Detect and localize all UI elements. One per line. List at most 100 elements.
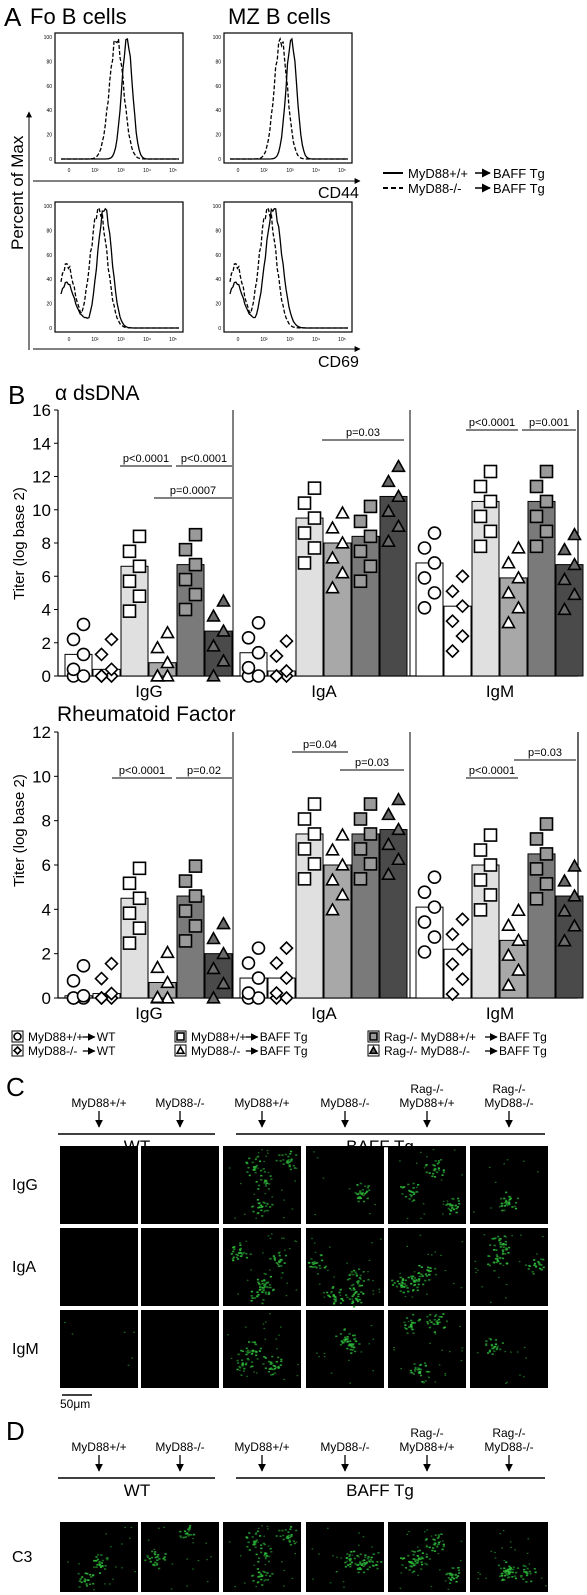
- fluorescence-speck: [522, 1564, 525, 1567]
- data-point: [104, 662, 119, 677]
- data-point: [557, 873, 572, 887]
- fluorescence-speck: [154, 1551, 157, 1553]
- data-point: [455, 569, 470, 584]
- histogram-y-tick: 100: [44, 35, 53, 41]
- fluorescence-speck: [282, 1163, 285, 1165]
- fluorescence-speck: [474, 1260, 477, 1262]
- data-point: [455, 912, 470, 927]
- fluorescence-speck: [424, 1165, 427, 1167]
- fluorescence-speck: [419, 1234, 422, 1236]
- fluorescence-speck: [270, 1361, 273, 1364]
- fluorescence-speck: [412, 1564, 415, 1567]
- fluorescence-speck: [403, 1283, 406, 1285]
- legend-target: WT: [97, 1044, 116, 1058]
- fluorescence-speck: [503, 1197, 506, 1200]
- fluorescence-speck: [333, 1295, 337, 1298]
- fluorescence-speck: [455, 1211, 458, 1214]
- fluorescence-speck: [520, 1575, 523, 1577]
- data-point: [178, 874, 193, 888]
- data-point: [160, 974, 175, 989]
- fluorescence-speck: [477, 1269, 479, 1271]
- fluorescence-speck: [432, 1169, 435, 1171]
- fluorescence-speck: [205, 1542, 207, 1544]
- fluorescence-speck: [410, 1276, 413, 1279]
- fluorescence-speck: [263, 1554, 266, 1557]
- data-point: [307, 481, 322, 495]
- fluorescence-speck: [264, 1183, 268, 1186]
- fluorescence-speck: [94, 1560, 97, 1562]
- panel-a-xlabel-cd69: CD69: [318, 354, 359, 371]
- fluorescence-speck: [461, 1347, 464, 1349]
- fluorescence-speck: [134, 1571, 136, 1573]
- fluorescence-speck: [412, 1373, 415, 1375]
- fluorescence-speck: [499, 1575, 502, 1578]
- fluorescence-speck: [288, 1165, 291, 1168]
- fluorescence-speck: [502, 1243, 505, 1246]
- fluorescence-speck: [490, 1301, 492, 1303]
- fluorescence-speck: [290, 1533, 293, 1536]
- fluorescence-speck: [434, 1267, 437, 1270]
- fluorescence-speck: [280, 1259, 284, 1261]
- histogram-dashed-line: [229, 206, 348, 329]
- fluorescence-speck: [527, 1268, 530, 1270]
- fluorescence-speck: [100, 1562, 103, 1564]
- fluorescence-speck: [358, 1568, 361, 1571]
- fluorescence-speck: [323, 1352, 326, 1354]
- row-label: IgA: [12, 1259, 36, 1276]
- fluorescence-speck: [357, 1280, 360, 1282]
- fluorescence-speck: [358, 1544, 360, 1546]
- micrograph-tile: [470, 1522, 548, 1592]
- fluorescence-speck: [83, 1580, 86, 1582]
- fluorescence-speck: [294, 1240, 296, 1242]
- fluorescence-speck: [508, 1576, 511, 1578]
- data-point: [363, 499, 378, 514]
- fluorescence-speck: [352, 1287, 355, 1289]
- data-point: [175, 1045, 186, 1055]
- fluorescence-speck: [241, 1364, 244, 1366]
- histogram-x-tick: 10³: [286, 337, 294, 343]
- fluorescence-speck: [372, 1293, 375, 1295]
- fluorescence-speck: [344, 1565, 347, 1568]
- fluorescence-speck: [266, 1209, 270, 1212]
- data-point: [381, 836, 396, 851]
- fluorescence-speck: [511, 1235, 513, 1237]
- histogram-y-tick: 60: [215, 253, 221, 259]
- fluorescence-speck: [234, 1586, 236, 1588]
- fluorescence-speck: [186, 1558, 189, 1560]
- data-point: [473, 509, 488, 524]
- fluorescence-speck: [262, 1252, 264, 1254]
- fluorescence-speck: [490, 1207, 492, 1209]
- fluorescence-speck: [354, 1191, 357, 1194]
- fluorescence-speck: [253, 1564, 256, 1566]
- fluorescence-speck: [322, 1177, 325, 1179]
- fluorescence-speck: [434, 1251, 437, 1253]
- fluorescence-speck: [449, 1572, 452, 1575]
- fluorescence-speck: [428, 1546, 431, 1549]
- fluorescence-speck: [421, 1381, 424, 1383]
- fluorescence-speck: [262, 1201, 265, 1203]
- fluorescence-speck: [257, 1167, 259, 1169]
- fluorescence-speck: [412, 1193, 415, 1195]
- fluorescence-speck: [257, 1152, 260, 1154]
- histogram-dashed-line: [60, 206, 179, 329]
- fluorescence-speck: [269, 1547, 272, 1550]
- fluorescence-speck: [505, 1201, 508, 1203]
- fluorescence-speck: [537, 1261, 540, 1263]
- chart2-ylabel: Titer (log base 2): [11, 774, 28, 887]
- data-point: [160, 944, 175, 959]
- data-point: [104, 956, 119, 971]
- fluorescence-speck: [430, 1267, 432, 1269]
- fluorescence-speck: [432, 1164, 435, 1166]
- fluorescence-speck: [147, 1556, 150, 1558]
- fluorescence-speck: [516, 1567, 520, 1569]
- fluorescence-speck: [253, 1371, 255, 1373]
- fluorescence-speck: [500, 1202, 503, 1204]
- data-point: [353, 842, 368, 856]
- data-point: [307, 857, 322, 871]
- column-label: MyD88-/-: [155, 1440, 204, 1454]
- fluorescence-speck: [106, 1558, 109, 1561]
- fluorescence-speck: [420, 1556, 423, 1558]
- fluorescence-speck: [283, 1217, 285, 1219]
- y-tick-label: 12: [32, 468, 51, 487]
- data-point: [363, 857, 378, 871]
